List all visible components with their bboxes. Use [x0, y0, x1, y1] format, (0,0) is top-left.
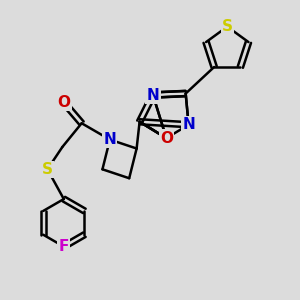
Text: O: O [160, 130, 173, 146]
Text: S: S [222, 19, 233, 34]
Text: F: F [58, 239, 69, 254]
Text: N: N [147, 88, 159, 103]
Text: N: N [103, 132, 116, 147]
Text: O: O [57, 95, 70, 110]
Text: S: S [42, 162, 53, 177]
Text: N: N [182, 117, 195, 132]
